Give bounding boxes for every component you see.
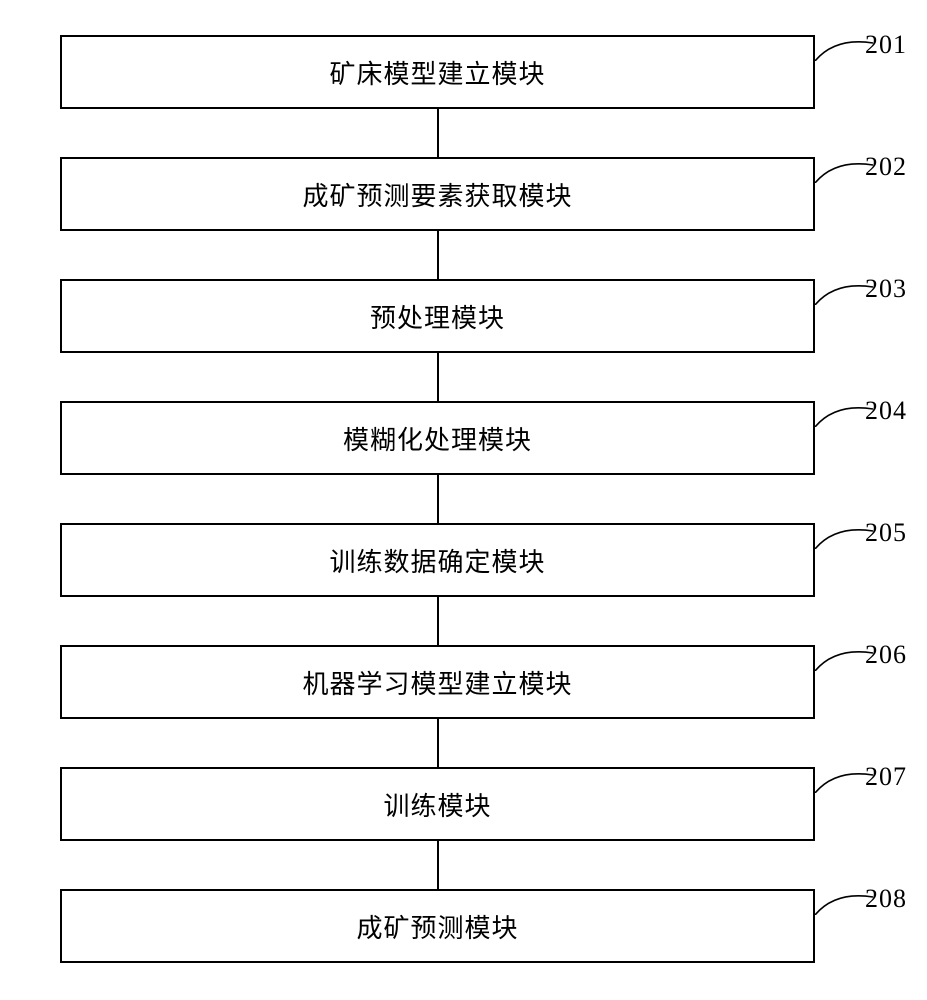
node-label-8: 成矿预测模块	[356, 908, 518, 945]
flowchart: 矿床模型建立模块 成矿预测要素获取模块 预处理模块 模糊化处理模块 训练数据确定…	[60, 35, 815, 963]
node-box-7: 训练模块	[60, 767, 815, 841]
connector-5-6	[437, 597, 439, 645]
node-label-6: 机器学习模型建立模块	[302, 664, 572, 701]
connector-7-8	[437, 841, 439, 889]
connector-4-5	[437, 475, 439, 523]
connector-6-7	[437, 719, 439, 767]
ref-number-3: 203	[865, 274, 907, 304]
node-box-3: 预处理模块	[60, 279, 815, 353]
node-label-2: 成矿预测要素获取模块	[302, 176, 572, 213]
node-box-4: 模糊化处理模块	[60, 401, 815, 475]
node-box-6: 机器学习模型建立模块	[60, 645, 815, 719]
node-box-2: 成矿预测要素获取模块	[60, 157, 815, 231]
connector-1-2	[437, 109, 439, 157]
node-label-4: 模糊化处理模块	[343, 420, 532, 457]
node-box-8: 成矿预测模块	[60, 889, 815, 963]
connector-2-3	[437, 231, 439, 279]
ref-number-7: 207	[865, 762, 907, 792]
connector-3-4	[437, 353, 439, 401]
ref-number-6: 206	[865, 640, 907, 670]
node-label-1: 矿床模型建立模块	[329, 54, 545, 91]
node-label-5: 训练数据确定模块	[329, 542, 545, 579]
ref-number-5: 205	[865, 518, 907, 548]
ref-number-1: 201	[865, 30, 907, 60]
node-label-7: 训练模块	[383, 786, 491, 823]
ref-number-8: 208	[865, 884, 907, 914]
ref-number-2: 202	[865, 152, 907, 182]
node-box-1: 矿床模型建立模块	[60, 35, 815, 109]
node-label-3: 预处理模块	[370, 298, 505, 335]
node-box-5: 训练数据确定模块	[60, 523, 815, 597]
ref-number-4: 204	[865, 396, 907, 426]
